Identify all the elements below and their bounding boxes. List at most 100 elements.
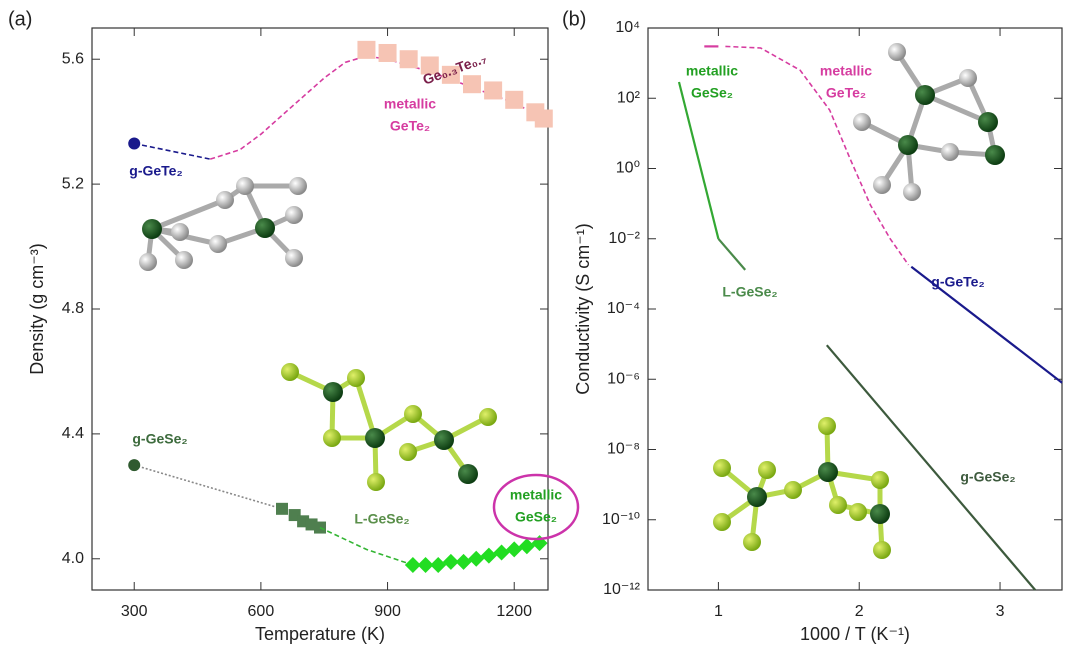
- atom: [873, 541, 891, 559]
- annotation: GeTe₂: [390, 118, 430, 134]
- atom: [849, 503, 867, 521]
- marker: [128, 137, 141, 150]
- y-tick-label: 5.6: [62, 50, 84, 67]
- atom: [818, 417, 836, 435]
- marker: [468, 550, 485, 567]
- atom: [743, 533, 761, 551]
- annotation: metallic: [510, 487, 562, 503]
- marker: [534, 109, 553, 128]
- atom: [915, 85, 935, 105]
- x-tick-label: 300: [121, 603, 148, 620]
- series-line: [133, 464, 283, 510]
- y-tick-label: 4.8: [62, 300, 84, 317]
- atom: [871, 471, 889, 489]
- y-tick-label: 10²: [617, 89, 641, 106]
- atom: [285, 249, 303, 267]
- marker: [128, 459, 141, 472]
- marker: [442, 553, 459, 570]
- atom: [399, 443, 417, 461]
- series-line: [134, 142, 211, 160]
- y-tick-label: 10⁻⁴: [607, 300, 640, 317]
- marker: [404, 557, 421, 574]
- marker: [518, 538, 535, 555]
- annotation: g-GeTe₂: [931, 274, 984, 290]
- y-tick-label: 10⁻⁸: [607, 441, 640, 458]
- annotation: metallic: [820, 63, 872, 79]
- annotation: GeTe₂: [826, 85, 866, 101]
- panel-label: (a): [8, 8, 32, 30]
- atom: [888, 43, 906, 61]
- atom: [458, 464, 478, 484]
- atom: [365, 428, 385, 448]
- y-tick-label: 5.2: [62, 175, 84, 192]
- atom: [758, 461, 776, 479]
- atom: [171, 223, 189, 241]
- atom: [281, 363, 299, 381]
- series-line: [209, 55, 545, 160]
- annotation: g-GeTe₂: [129, 163, 182, 179]
- marker: [484, 81, 503, 100]
- x-axis-label: Temperature (K): [255, 624, 385, 644]
- y-axis-label: Conductivity (S cm⁻¹): [573, 223, 593, 395]
- marker: [357, 40, 376, 59]
- annotation: g-GeSe₂: [132, 431, 187, 447]
- marker: [506, 541, 523, 558]
- atom: [216, 191, 234, 209]
- annotation: L-GeSe₂: [722, 284, 777, 300]
- marker: [378, 43, 397, 62]
- y-tick-label: 4.4: [62, 425, 84, 442]
- x-axis-label: 1000 / T (K⁻¹): [800, 624, 910, 644]
- marker: [430, 557, 447, 574]
- y-tick-label: 10⁰: [616, 160, 640, 177]
- atom: [404, 405, 422, 423]
- marker: [288, 509, 301, 522]
- y-tick-label: 10⁴: [615, 19, 640, 36]
- panel-label: (b): [562, 8, 586, 30]
- marker: [314, 521, 326, 534]
- atom: [818, 462, 838, 482]
- atom: [323, 382, 343, 402]
- annotation: metallic: [686, 63, 738, 79]
- plot-frame: [91, 27, 549, 591]
- atom: [434, 430, 454, 450]
- atom: [959, 69, 977, 87]
- series-line: [717, 238, 747, 271]
- marker: [276, 502, 288, 515]
- atom: [747, 487, 767, 507]
- annotation: metallic: [384, 96, 436, 112]
- annotation: g-GeSe₂: [960, 469, 1015, 485]
- annotation: L-GeSe₂: [354, 511, 409, 527]
- x-tick-label: 600: [248, 603, 275, 620]
- highlight-ellipse: [492, 473, 580, 541]
- bond: [151, 197, 226, 232]
- atom: [713, 459, 731, 477]
- series-line: [725, 45, 910, 266]
- atom: [870, 504, 890, 524]
- atom: [347, 369, 365, 387]
- x-tick-label: 1: [714, 603, 723, 620]
- series-line: [825, 344, 1037, 591]
- atom: [941, 143, 959, 161]
- y-tick-label: 4.0: [62, 550, 84, 567]
- series-line: [910, 265, 1063, 384]
- marker: [505, 90, 524, 109]
- atom: [255, 218, 275, 238]
- atom: [209, 235, 227, 253]
- x-tick-label: 3: [996, 603, 1005, 620]
- atom: [985, 145, 1005, 165]
- x-tick-label: 900: [374, 603, 401, 620]
- marker: [455, 553, 472, 570]
- annotation: GeSe₂: [691, 85, 733, 101]
- x-tick-label: 1200: [496, 603, 532, 620]
- y-tick-label: 10⁻⁶: [607, 370, 640, 387]
- atom: [853, 113, 871, 131]
- atom: [784, 481, 802, 499]
- marker: [420, 56, 439, 75]
- atom: [367, 473, 385, 491]
- bond: [924, 92, 989, 125]
- atom: [139, 253, 157, 271]
- marker: [493, 544, 510, 561]
- atom: [829, 496, 847, 514]
- y-tick-label: 10⁻²: [608, 230, 640, 247]
